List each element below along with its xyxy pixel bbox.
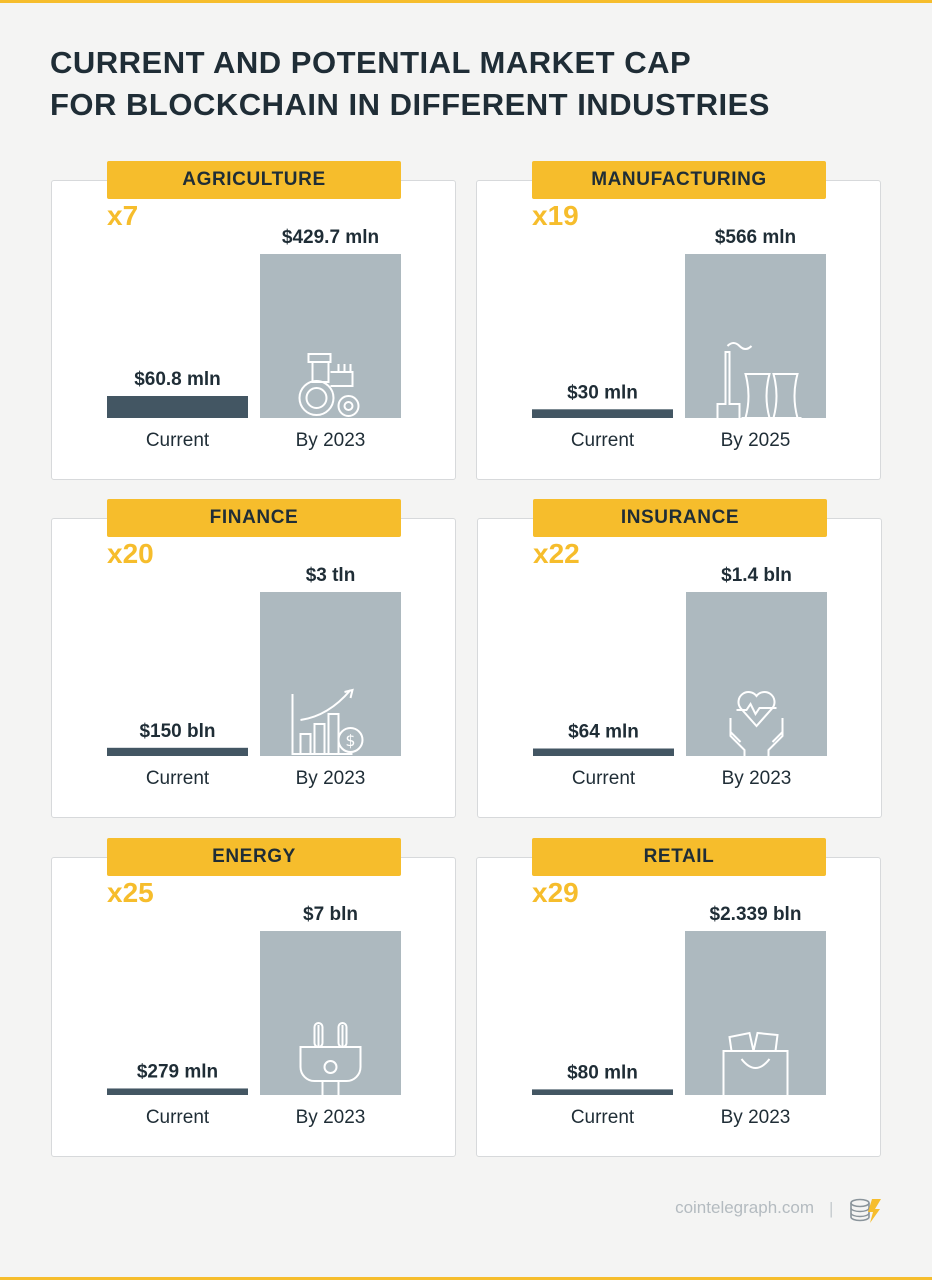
- value-label: $279 mln: [137, 1061, 218, 1082]
- footer-separator: |: [829, 1199, 834, 1218]
- svg-text:$: $: [345, 731, 355, 750]
- current-value-bar: [533, 748, 674, 756]
- industry-card-energy: ENERGY x25 $279 mln Current $7 bln By 2023: [51, 838, 456, 1157]
- cointelegraph-logo-icon: [850, 1198, 881, 1223]
- industry-title: ENERGY: [107, 838, 401, 876]
- industry-title: INSURANCE: [533, 499, 827, 537]
- growth-multiplier: x20: [107, 538, 154, 569]
- value-label: $80 mln: [567, 1062, 638, 1083]
- category-label: By 2023: [722, 768, 792, 789]
- current-value-bar: [532, 1089, 673, 1095]
- tractor-icon: [298, 353, 360, 417]
- growth-multiplier: x19: [532, 200, 579, 231]
- category-label: Current: [146, 430, 210, 451]
- category-label: By 2023: [296, 430, 366, 451]
- growth-multiplier: x29: [532, 877, 579, 908]
- category-label: By 2023: [721, 1107, 791, 1128]
- growth-multiplier: x22: [533, 538, 580, 569]
- category-label: Current: [146, 1107, 210, 1128]
- bar-chart: $150 bln Current $3 tln By 2023 $: [107, 565, 401, 789]
- bar-chart: $60.8 mln Current $429.7 mln By 2023: [107, 227, 401, 451]
- growth-multiplier: x25: [107, 877, 154, 908]
- potential-value-bar: [686, 592, 827, 756]
- page-title-line-2: FOR BLOCKCHAIN IN DIFFERENT INDUSTRIES: [50, 87, 770, 122]
- bottom-accent-line: [0, 1277, 932, 1280]
- value-label: $30 mln: [567, 382, 638, 403]
- page-title: CURRENT AND POTENTIAL MARKET CAP FOR BLO…: [50, 42, 870, 126]
- value-label: $64 mln: [568, 722, 639, 743]
- industry-title: FINANCE: [107, 499, 401, 537]
- top-accent-line: [0, 0, 932, 3]
- industry-title: MANUFACTURING: [532, 161, 826, 199]
- current-value-bar: [532, 409, 673, 418]
- plug-icon: [299, 1022, 362, 1095]
- value-label: $1.4 bln: [721, 565, 792, 586]
- growth-multiplier: x7: [107, 200, 139, 231]
- source-credit: cointelegraph.com: [675, 1198, 814, 1217]
- bar-chart: $80 mln Current $2.339 bln By 2023: [532, 904, 826, 1128]
- potential-value-bar: [685, 931, 826, 1095]
- value-label: $7 bln: [303, 904, 358, 925]
- potential-value-bar: [260, 931, 401, 1095]
- heart-hands-icon: [729, 691, 784, 756]
- factory-icon: [716, 342, 802, 419]
- industry-title: AGRICULTURE: [107, 161, 401, 199]
- category-label: By 2023: [296, 768, 366, 789]
- category-label: Current: [571, 430, 635, 451]
- value-label: $2.339 bln: [710, 904, 802, 925]
- industry-card-retail: RETAIL x29 $80 mln Current $2.339 bln By 2023: [476, 838, 881, 1157]
- potential-value-bar: [260, 592, 401, 756]
- value-label: $3 tln: [306, 565, 356, 586]
- page-title-line-1: CURRENT AND POTENTIAL MARKET CAP: [50, 45, 692, 80]
- bar-chart: $64 mln Current $1.4 bln By 2023: [533, 565, 827, 789]
- industry-title: RETAIL: [532, 838, 826, 876]
- category-label: Current: [572, 768, 636, 789]
- growth-chart-icon: $: [291, 688, 364, 755]
- current-value-bar: [107, 747, 248, 756]
- category-label: Current: [146, 768, 210, 789]
- category-label: By 2023: [296, 1107, 366, 1128]
- value-label: $150 bln: [139, 721, 215, 742]
- bar-chart: $279 mln Current $7 bln By 2023: [107, 904, 401, 1128]
- bar-chart: $30 mln Current $566 mln By 2025: [532, 227, 826, 451]
- industry-card-insurance: INSURANCE x22 $64 mln Current $1.4 bln By 202…: [477, 499, 882, 818]
- value-label: $429.7 mln: [282, 227, 379, 248]
- value-label: $60.8 mln: [134, 369, 221, 390]
- industry-card-manufacturing: MANUFACTURING x19 $30 mln Current $566 mln By…: [476, 161, 881, 480]
- potential-value-bar: [260, 254, 401, 418]
- category-label: Current: [571, 1107, 635, 1128]
- current-value-bar: [107, 396, 248, 418]
- industry-card-agriculture: AGRICULTURE x7 $60.8 mln Current $429.7 mln B…: [51, 161, 456, 480]
- shopping-bag-icon: [722, 1031, 789, 1095]
- value-label: $566 mln: [715, 227, 796, 248]
- industry-card-finance: FINANCE x20 $150 bln Current $3 tln By 2023 $: [51, 499, 456, 818]
- current-value-bar: [107, 1088, 248, 1095]
- potential-value-bar: [685, 254, 826, 418]
- category-label: By 2025: [721, 430, 791, 451]
